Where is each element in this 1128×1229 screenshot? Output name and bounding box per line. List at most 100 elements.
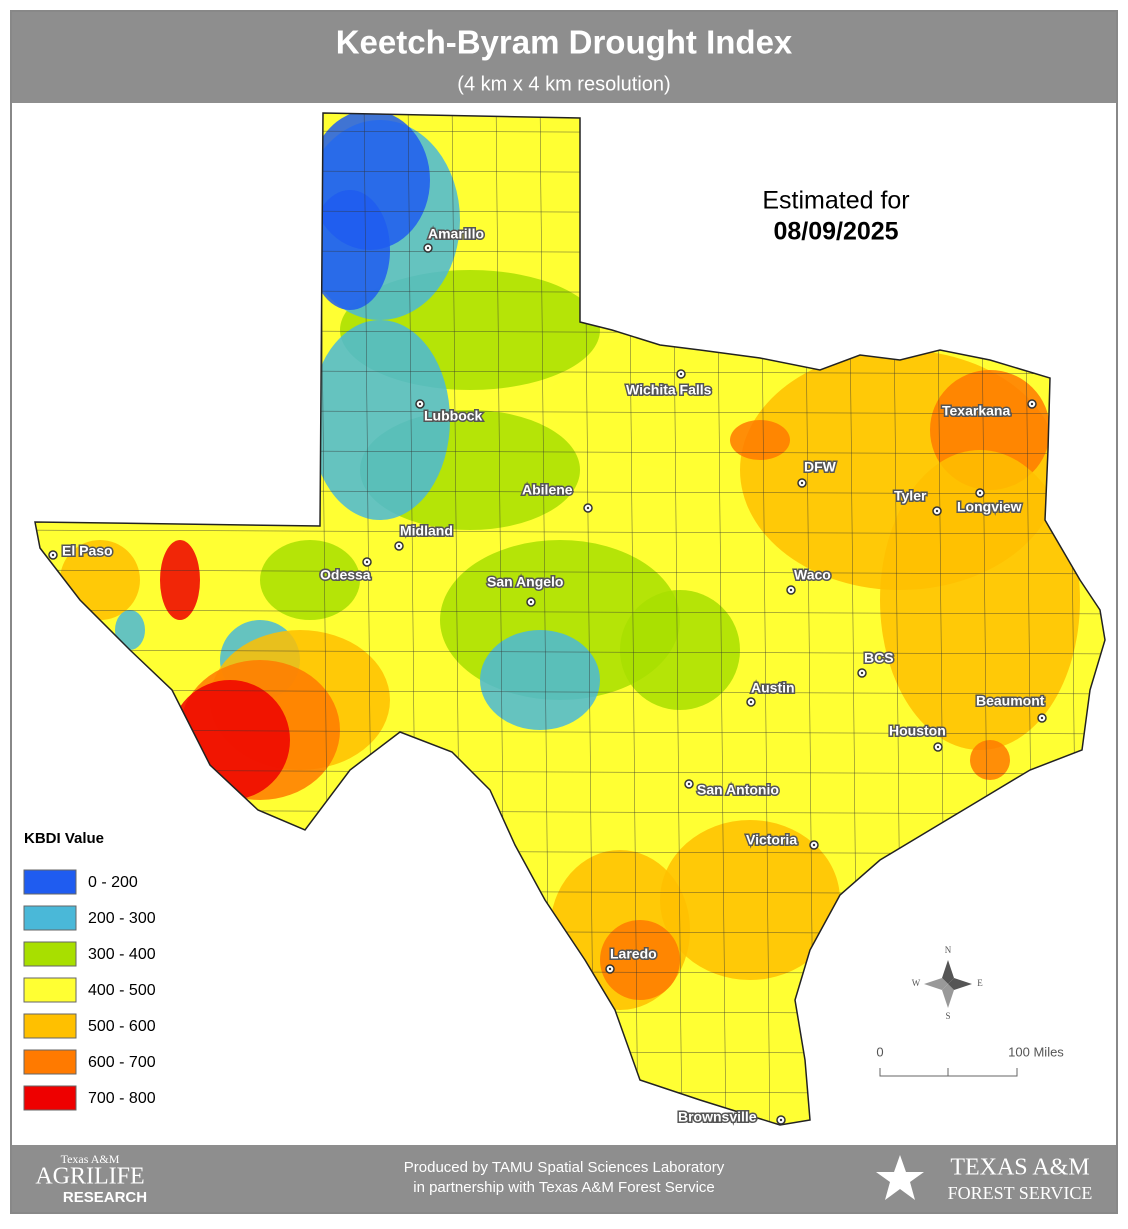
city-label: Laredo <box>610 946 657 962</box>
city-label: Wichita Falls <box>626 382 712 398</box>
compass: N E S W <box>912 945 984 1021</box>
city-label: Tyler <box>894 488 927 504</box>
estimate-label: Estimated for <box>762 187 909 215</box>
footer-line1: Produced by TAMU Spatial Sciences Labora… <box>404 1159 725 1176</box>
city-label: El Paso <box>62 543 113 559</box>
city-dot-center <box>1040 716 1044 720</box>
drought-area <box>310 190 390 310</box>
scale-bar: 0 100 Miles <box>876 1044 1064 1077</box>
legend-label: 300 - 400 <box>88 946 156 963</box>
drought-area <box>160 540 200 620</box>
county-line <box>35 569 1105 575</box>
header-band <box>12 12 1116 103</box>
city-dot-center <box>586 506 590 510</box>
city-label: San Antonio <box>697 782 779 798</box>
city-label: Abilene <box>522 482 573 498</box>
drought-area <box>970 740 1010 780</box>
legend-swatch <box>23 869 77 895</box>
city-dot-center <box>687 782 691 786</box>
left-logo-middle: AgriLife <box>35 1164 144 1190</box>
city-dot-center <box>749 700 753 704</box>
city-dot-center <box>608 967 612 971</box>
drought-area <box>620 590 740 710</box>
city-dot-center <box>1030 402 1034 406</box>
subtitle: (4 km x 4 km resolution) <box>457 73 670 95</box>
city-label: Amarillo <box>428 226 484 242</box>
city-dot-center <box>800 481 804 485</box>
title: Keetch-Byram Drought Index <box>336 24 793 61</box>
legend-label: 200 - 300 <box>88 910 156 927</box>
left-logo-top: Texas A&M <box>61 1152 120 1166</box>
drought-area <box>115 610 145 650</box>
drought-area <box>600 920 680 1000</box>
city-dot-center <box>779 1118 783 1122</box>
legend-label: 600 - 700 <box>88 1054 156 1071</box>
state-outline <box>34 112 1106 1126</box>
right-logo-top: Texas A&M <box>950 1155 1089 1181</box>
legend-title: KBDI Value <box>24 830 104 847</box>
city-label: Austin <box>751 680 795 696</box>
city-dot-center <box>978 491 982 495</box>
city-dot-center <box>936 745 940 749</box>
city-dot-center <box>418 402 422 406</box>
left-logo-bottom: Research <box>63 1189 147 1206</box>
city-label: Brownsville <box>678 1109 757 1125</box>
legend: 0 - 200 200 - 300 300 - 400 400 - 500 500 - … <box>23 869 156 1111</box>
city-dot-center <box>529 600 533 604</box>
compass-e: E <box>977 978 983 988</box>
legend-label: 0 - 200 <box>88 874 138 891</box>
footer-line2: in partnership with Texas A&M Forest Ser… <box>413 1179 715 1196</box>
city-label: Waco <box>794 567 831 583</box>
legend-label: 700 - 800 <box>88 1090 156 1107</box>
city-label: Midland <box>400 523 453 539</box>
drought-area <box>310 320 450 520</box>
city-label: Odessa <box>320 567 371 583</box>
county-line <box>35 689 1105 695</box>
city-dot-center <box>812 843 816 847</box>
footer-band <box>12 1145 1116 1212</box>
drought-area <box>880 450 1080 750</box>
legend-swatch <box>23 1049 77 1075</box>
legend-swatch <box>23 1085 77 1111</box>
city-dot-center <box>426 246 430 250</box>
city-label: Lubbock <box>424 408 483 424</box>
estimate-date: 08/09/2025 <box>773 218 898 246</box>
city-dot-center <box>935 509 939 513</box>
drought-area <box>660 820 840 980</box>
cities: Amarillo Wichita Falls Lubbock Texarkana DFW… <box>48 224 1047 1126</box>
compass-w: W <box>912 978 921 988</box>
city-label: BCS <box>864 650 894 666</box>
legend-swatch <box>23 977 77 1003</box>
legend-label: 500 - 600 <box>88 1018 156 1035</box>
city-dot-center <box>789 588 793 592</box>
star-logo <box>876 1155 924 1200</box>
scale-start: 0 <box>876 1044 883 1059</box>
city-dot-center <box>679 372 683 376</box>
county-line <box>35 529 1105 535</box>
city-label: Texarkana <box>942 403 1010 419</box>
city-label: Beaumont <box>976 693 1045 709</box>
city-label: Longview <box>957 499 1022 515</box>
city-dot-center <box>397 544 401 548</box>
city-dot-center <box>365 560 369 564</box>
city-label: Victoria <box>746 832 797 848</box>
city-dot-center <box>860 671 864 675</box>
scale-end: 100 Miles <box>1008 1044 1064 1059</box>
drought-area <box>480 630 600 730</box>
city-dot-center <box>51 553 55 557</box>
drought-area <box>730 420 790 460</box>
right-logo-bottom: Forest Service <box>948 1183 1093 1203</box>
drought-area <box>260 540 360 620</box>
city-label: Houston <box>889 723 946 739</box>
city-label: San Angelo <box>487 574 564 590</box>
compass-n: N <box>945 945 952 955</box>
county-line <box>35 649 1105 655</box>
county-line <box>35 609 1105 615</box>
legend-swatch <box>23 905 77 931</box>
city-label: DFW <box>804 459 837 475</box>
compass-s: S <box>945 1011 950 1021</box>
legend-swatch <box>23 941 77 967</box>
legend-swatch <box>23 1013 77 1039</box>
legend-label: 400 - 500 <box>88 982 156 999</box>
